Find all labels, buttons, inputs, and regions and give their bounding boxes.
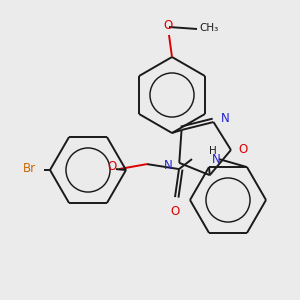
Text: O: O [238, 143, 247, 157]
Text: Br: Br [23, 161, 36, 175]
Text: O: O [108, 160, 117, 172]
Text: O: O [170, 205, 180, 218]
Text: N: N [164, 159, 172, 172]
Text: H: H [209, 146, 217, 156]
Text: CH₃: CH₃ [199, 23, 218, 33]
Text: O: O [164, 19, 172, 32]
Text: N: N [212, 153, 221, 166]
Text: N: N [220, 112, 229, 124]
